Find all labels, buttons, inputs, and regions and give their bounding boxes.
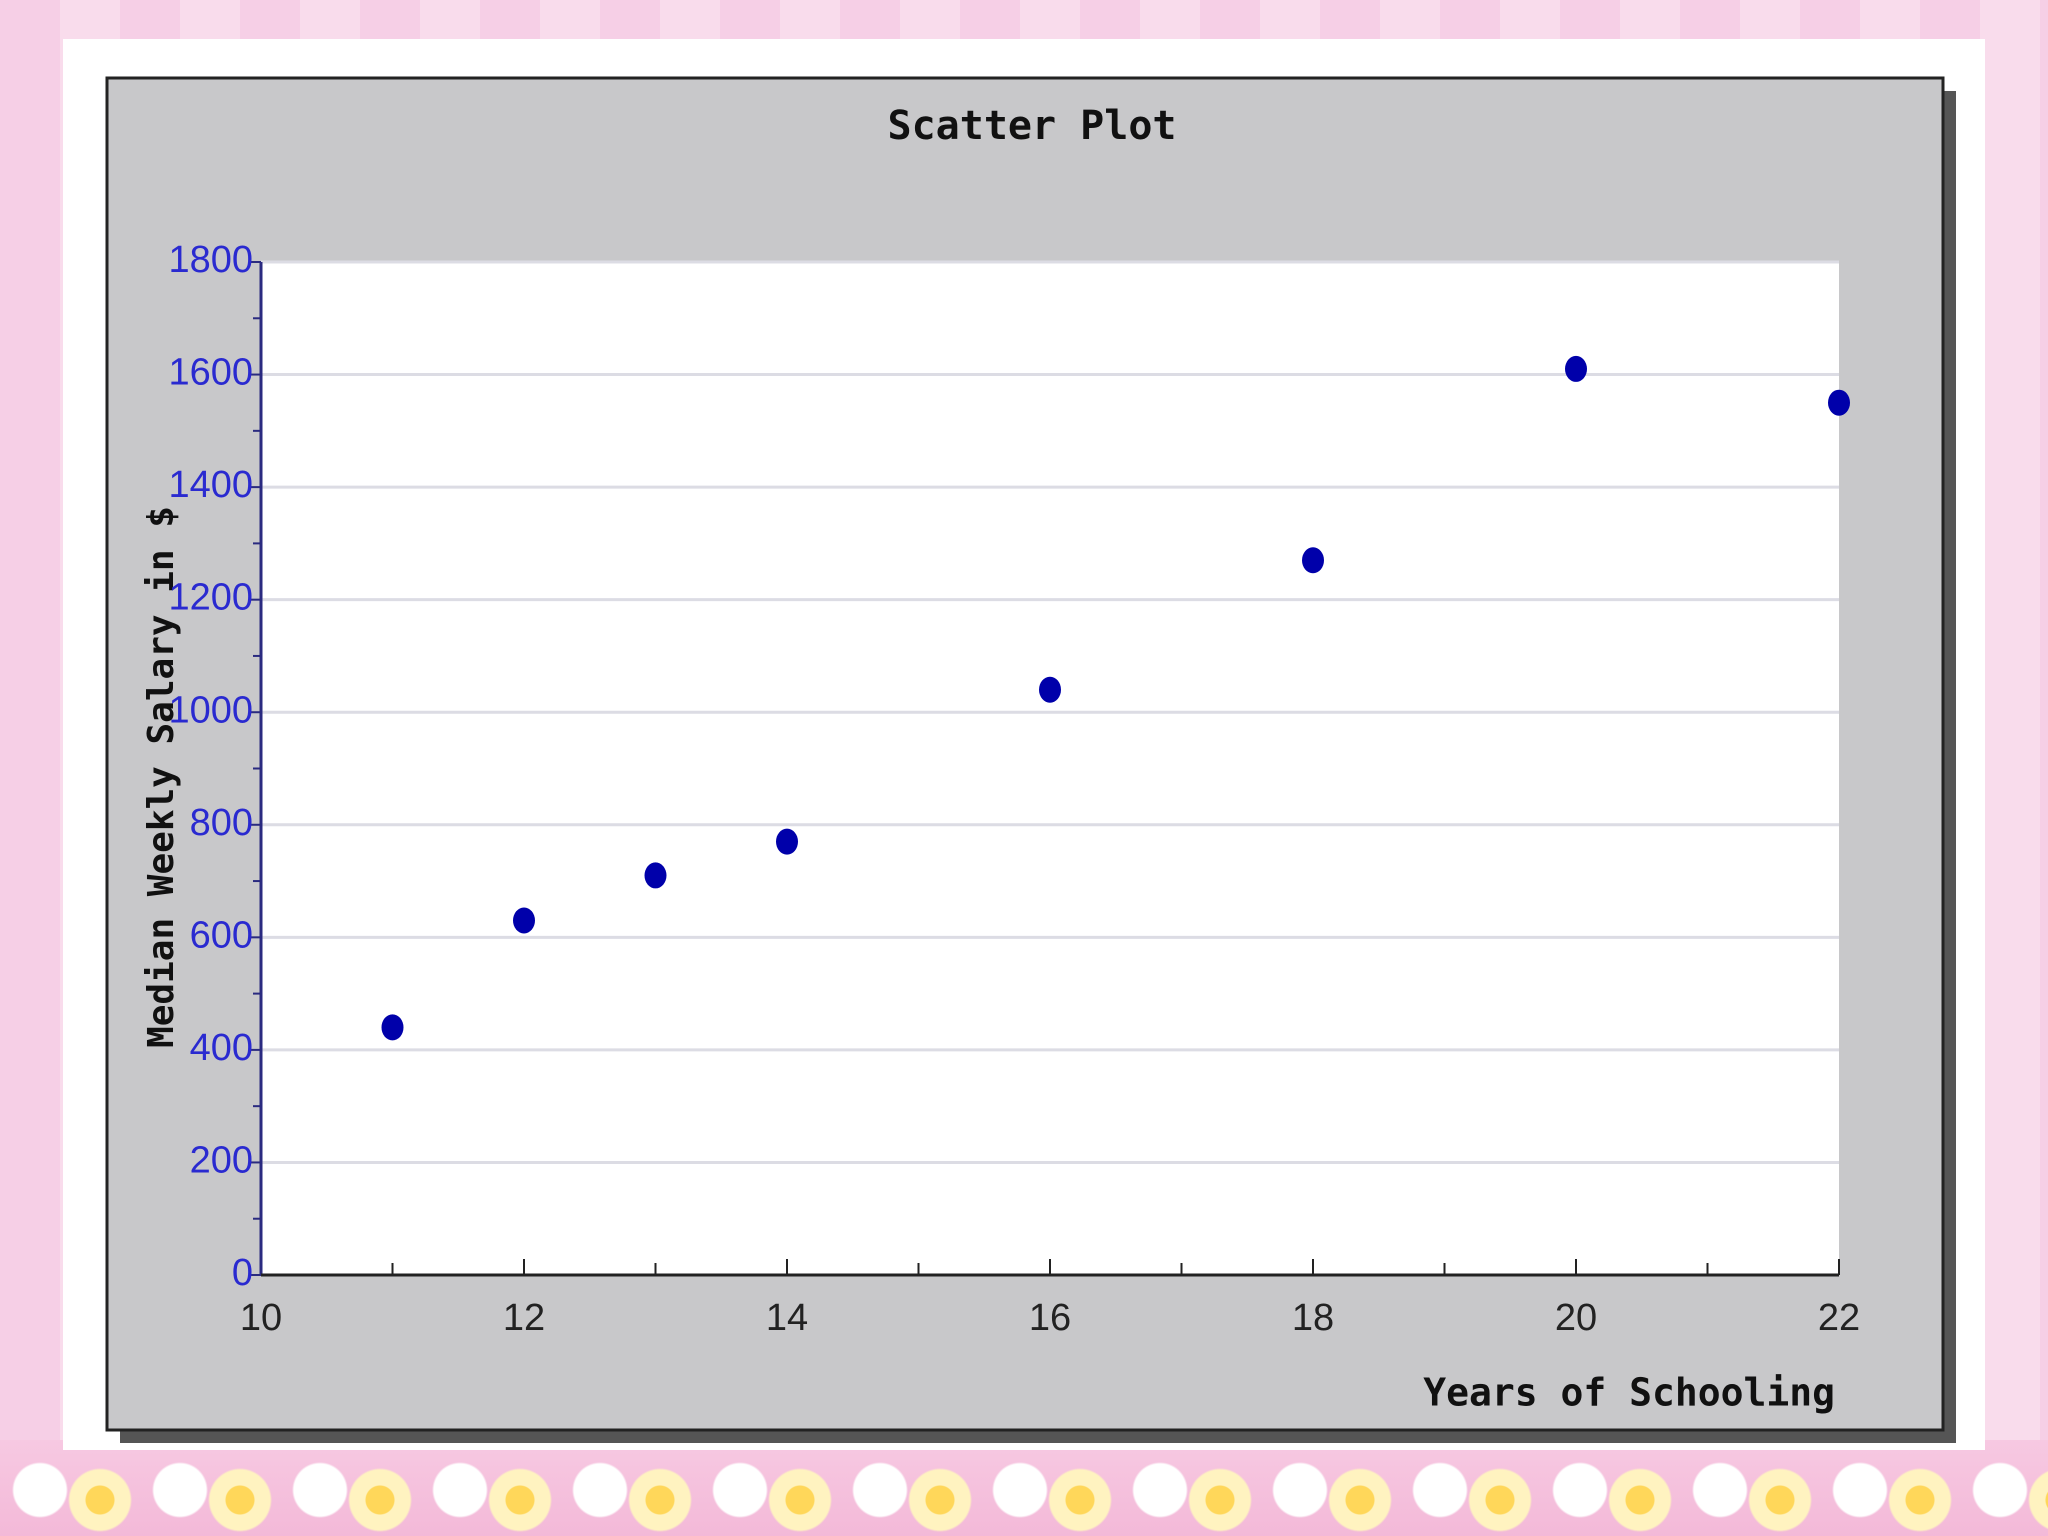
point bbox=[513, 907, 535, 934]
y-tick-label: 0 bbox=[232, 1252, 253, 1294]
chart-title: Scatter Plot bbox=[888, 103, 1177, 149]
point bbox=[644, 862, 667, 889]
y-tick-label: 800 bbox=[190, 802, 253, 844]
point bbox=[1039, 676, 1061, 703]
plot-area bbox=[261, 262, 1839, 1275]
point bbox=[1302, 547, 1324, 574]
y-tick-label: 1600 bbox=[168, 352, 253, 394]
x-tick-label: 22 bbox=[1818, 1297, 1860, 1339]
x-axis-label: Years of Schooling bbox=[1423, 1371, 1835, 1415]
x-tick-label: 20 bbox=[1555, 1297, 1597, 1339]
x-tick-label: 10 bbox=[240, 1297, 282, 1339]
y-tick-label: 200 bbox=[190, 1139, 253, 1181]
y-tick-label: 400 bbox=[190, 1027, 253, 1069]
y-tick-label: 1400 bbox=[168, 464, 253, 506]
y-tick-label: 1000 bbox=[168, 689, 253, 731]
x-tick-label: 18 bbox=[1292, 1297, 1334, 1339]
point bbox=[776, 828, 798, 855]
y-tick-label: 1200 bbox=[168, 577, 253, 619]
x-tick-label: 16 bbox=[1029, 1297, 1071, 1339]
y-axis-label: Median Weekly Salary in $ bbox=[141, 506, 182, 1048]
x-tick-label: 12 bbox=[503, 1297, 545, 1339]
flower-border bbox=[0, 1440, 2048, 1536]
point bbox=[1828, 389, 1850, 416]
point bbox=[381, 1014, 404, 1041]
y-tick-label: 600 bbox=[190, 914, 253, 956]
y-tick-label: 1800 bbox=[168, 239, 253, 281]
x-tick-label: 14 bbox=[766, 1297, 808, 1339]
point bbox=[1565, 355, 1587, 382]
